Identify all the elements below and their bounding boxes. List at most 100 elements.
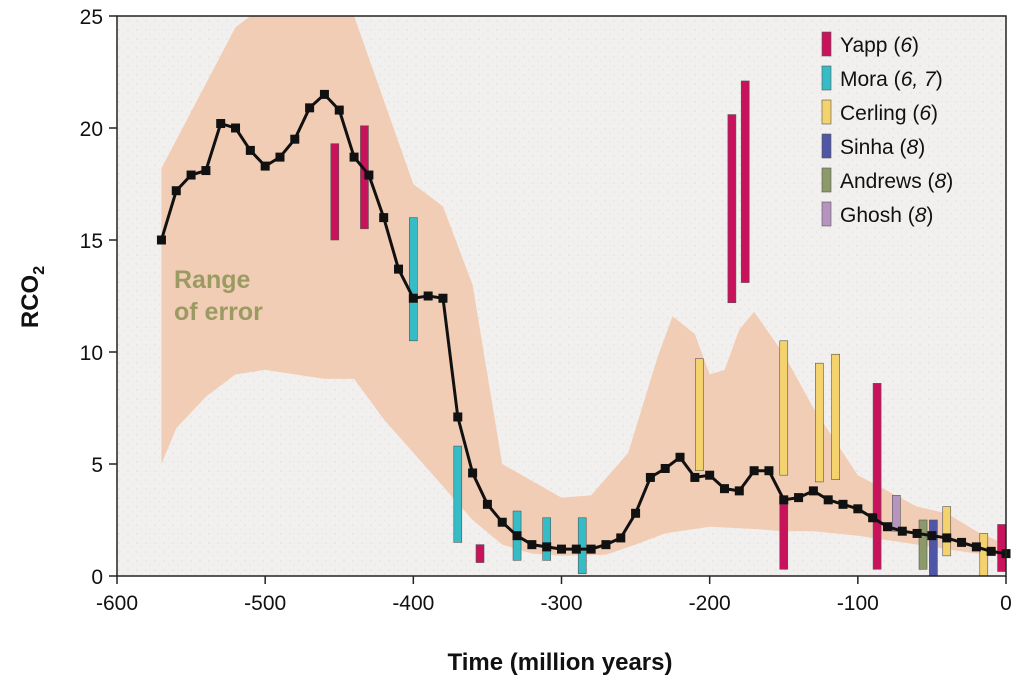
proxy-bar-mora-2 xyxy=(409,217,418,342)
model-point xyxy=(349,152,359,162)
model-markers xyxy=(156,89,1011,559)
model-point xyxy=(853,504,863,514)
model-point xyxy=(171,186,181,196)
y-axis: 0 5 10 15 20 25 xyxy=(80,6,117,589)
model-point xyxy=(290,134,300,144)
model-point xyxy=(971,542,981,552)
model-point xyxy=(438,293,448,303)
x-axis: -600 -500 -400 -300 -200 -100 0 xyxy=(96,576,1012,615)
y-axis-title-main: RCO xyxy=(17,275,44,328)
proxy-bar-mora-3 xyxy=(453,445,463,543)
proxy-bar-yapp-21 xyxy=(997,524,1006,572)
proxy-bar-cerling-20 xyxy=(979,533,989,577)
proxy-bar-yapp-4 xyxy=(475,544,485,563)
model-point xyxy=(957,537,967,547)
model-point xyxy=(423,291,433,301)
model-point xyxy=(912,528,922,538)
model-point xyxy=(779,495,789,505)
x-tick-label: -400 xyxy=(392,592,434,615)
model-point xyxy=(231,123,241,133)
legend-label-andrews: Andrews (8) xyxy=(840,170,953,193)
proxy-bar-cerling-8 xyxy=(694,358,704,472)
proxy-bar-sinha-18 xyxy=(929,519,938,577)
proxy-bar-andrews-17 xyxy=(918,519,928,570)
proxy-bar-cerling-13 xyxy=(815,362,824,483)
proxy-bar-yapp-0 xyxy=(330,143,340,241)
model-line xyxy=(159,92,1007,556)
legend: Yapp (6) Mora (6, 7) Cerling (6) Sinha (8) A… xyxy=(821,31,953,227)
model-point xyxy=(453,412,463,422)
x-tick-label: -200 xyxy=(689,592,731,615)
legend-swatch-cerling xyxy=(821,99,832,125)
model-point xyxy=(882,522,892,532)
proxy-bars xyxy=(330,80,1006,577)
model-point xyxy=(260,161,270,171)
proxy-bar-yapp-10 xyxy=(740,80,750,283)
annotation-line-1: Range xyxy=(174,266,251,294)
model-point xyxy=(364,170,374,180)
error-band xyxy=(161,16,1006,556)
y-axis-title: RCO2 xyxy=(17,266,48,328)
proxy-bar-cerling-14 xyxy=(831,353,840,480)
legend-label-sinha: Sinha (8) xyxy=(840,136,925,159)
proxy-bar-cerling-11 xyxy=(779,340,789,476)
model-point xyxy=(838,499,848,509)
model-point xyxy=(468,468,478,478)
proxy-bar-mora-6 xyxy=(542,517,551,561)
y-tick-label: 25 xyxy=(80,6,103,29)
y-tick-label: 20 xyxy=(80,118,103,141)
model-point xyxy=(527,540,537,550)
model-point xyxy=(334,105,344,115)
model-point xyxy=(571,544,581,554)
proxy-bar-cerling-19 xyxy=(942,506,952,557)
proxy-bar-yapp-12 xyxy=(779,504,789,570)
annotation-line-2: of error xyxy=(174,298,263,326)
x-tick-label: -600 xyxy=(96,592,138,615)
x-tick-label: -300 xyxy=(540,592,582,615)
model-point xyxy=(156,235,166,245)
model-point xyxy=(557,544,566,554)
model-point xyxy=(216,119,226,129)
legend-swatch-andrews xyxy=(821,167,832,193)
x-tick-label: -100 xyxy=(837,592,879,615)
proxy-bar-ghosh-16 xyxy=(892,495,901,532)
model-point xyxy=(319,89,329,99)
model-point xyxy=(482,499,492,509)
model-point xyxy=(601,540,611,550)
model-point xyxy=(542,542,552,552)
model-point xyxy=(764,466,774,476)
proxy-bar-yapp-9 xyxy=(727,114,737,304)
model-point xyxy=(586,544,596,554)
model-point xyxy=(497,517,507,527)
model-point xyxy=(186,170,196,180)
model-point xyxy=(201,166,211,176)
model-point xyxy=(645,472,655,482)
y-tick-label: 0 xyxy=(91,566,103,589)
model-point xyxy=(986,546,996,556)
model-point xyxy=(794,493,804,503)
legend-swatch-ghosh xyxy=(821,201,832,227)
model-point xyxy=(823,495,833,505)
model-point xyxy=(305,103,315,113)
model-point xyxy=(690,472,700,482)
x-axis-title: Time (million years) xyxy=(448,649,673,676)
legend-swatch-mora xyxy=(821,65,832,91)
y-tick-label: 15 xyxy=(80,230,103,253)
model-point xyxy=(275,152,285,162)
x-tick-label: -500 xyxy=(244,592,286,615)
model-point xyxy=(942,533,952,543)
x-tick-label: 0 xyxy=(1000,592,1012,615)
model-point xyxy=(660,463,670,473)
model-point xyxy=(245,145,255,155)
model-point xyxy=(705,470,715,480)
legend-swatch-yapp xyxy=(821,31,832,57)
model-point xyxy=(408,293,418,303)
legend-label-ghosh: Ghosh (8) xyxy=(840,204,933,227)
model-point xyxy=(808,486,818,496)
legend-label-yapp: Yapp (6) xyxy=(840,34,919,57)
model-point xyxy=(927,531,937,541)
model-point xyxy=(868,513,878,523)
model-point xyxy=(616,533,626,543)
model-point xyxy=(675,452,685,462)
